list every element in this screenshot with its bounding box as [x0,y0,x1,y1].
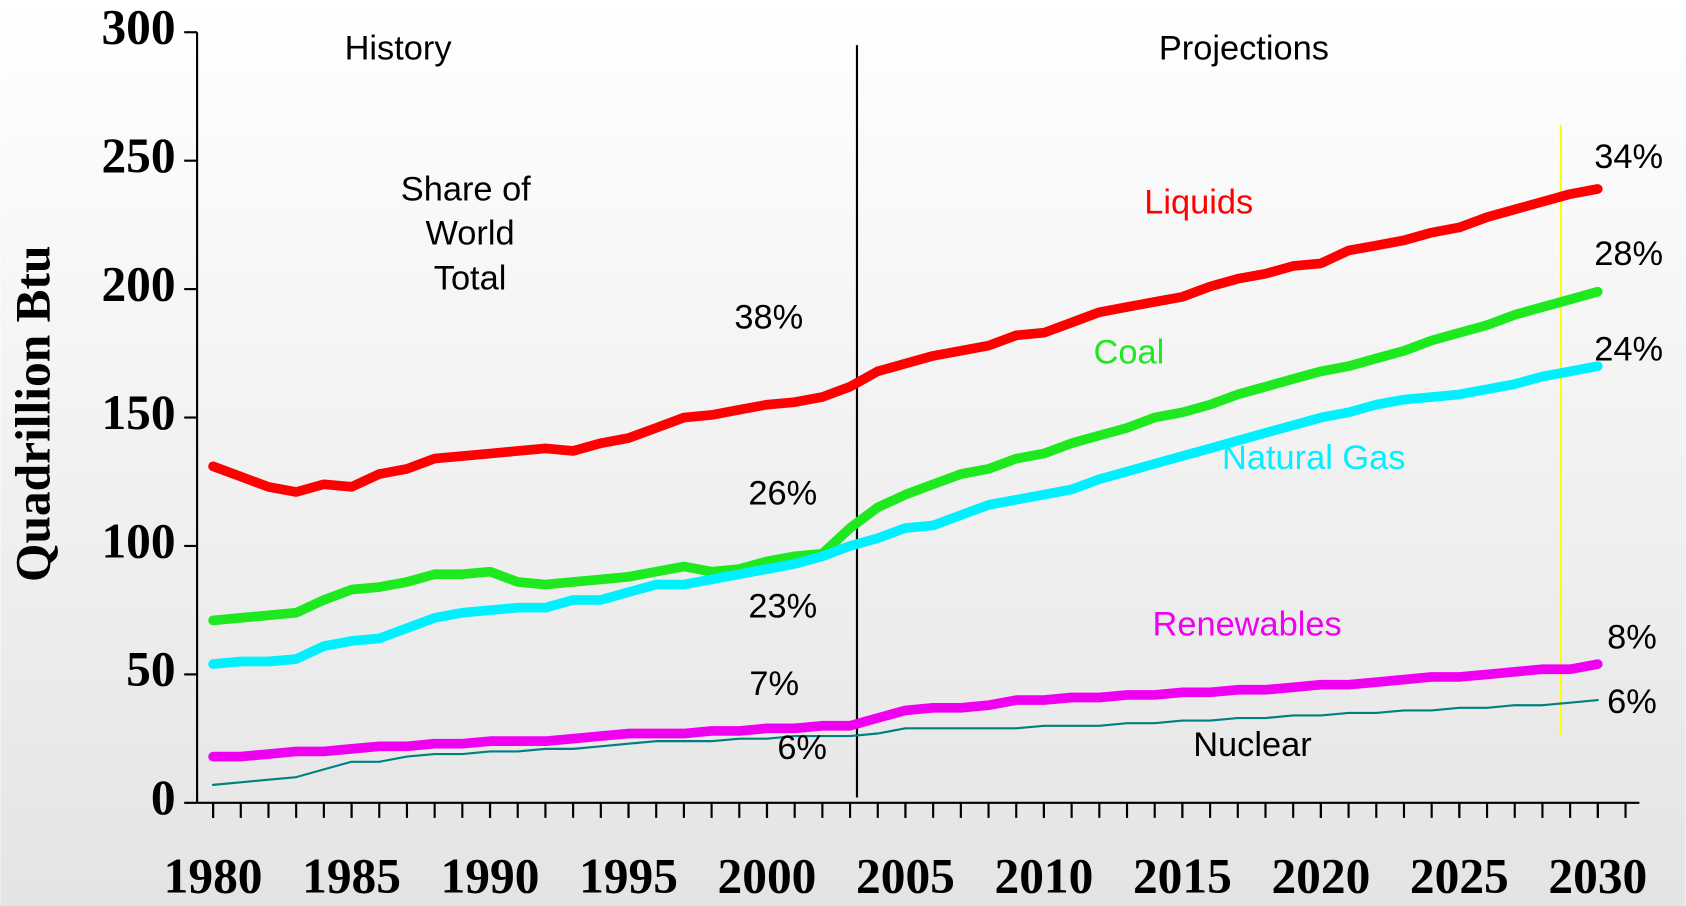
series-line [208,184,1603,497]
annotation: 34% [1594,138,1663,176]
annotation: 23% [748,587,817,625]
annotation: 38% [734,298,803,336]
annotation: Total [434,260,507,298]
series-label: Natural Gas [1222,439,1405,477]
annotation: Projections [1159,30,1329,68]
y-axis-title: Quadrillion Btu [5,246,60,582]
x-tick-label: 1985 [302,849,401,904]
series-label: Liquids [1144,183,1253,221]
annotation: World [425,214,514,252]
x-tick-label: 1995 [579,849,678,904]
x-tick-label: 2025 [1410,849,1509,904]
annotation: 8% [1607,619,1657,657]
annotation: Share of [401,170,531,208]
annotation: 24% [1594,331,1663,369]
annotation: 6% [777,729,827,767]
y-tick-label: 100 [101,513,175,568]
series-line [208,361,1603,669]
y-tick-label: 150 [101,385,175,440]
x-tick-label: 2030 [1548,849,1647,904]
y-tick-label: 0 [151,770,176,825]
y-tick-label: 200 [101,256,175,311]
y-tick-label: 250 [101,128,175,183]
x-tick-label: 2015 [1133,849,1232,904]
x-tick-label: 1990 [441,849,540,904]
annotation: 26% [748,475,817,513]
x-tick-label: 2000 [718,849,817,904]
series-line [208,659,1603,762]
annotation: 28% [1594,235,1663,273]
series-line [208,286,1603,626]
series-label: Coal [1094,334,1165,372]
annotation: History [345,30,453,68]
x-tick-label: 2020 [1271,849,1370,904]
y-tick-label: 50 [126,642,175,697]
annotation: 7% [749,665,799,703]
x-tick-label: 2005 [856,849,955,904]
y-tick-label: 300 [101,0,175,55]
x-tick-label: 1980 [164,849,263,904]
series-label: Renewables [1153,606,1342,644]
series-line [212,699,1599,786]
x-tick-label: 2010 [995,849,1094,904]
series-label: Nuclear [1193,726,1311,764]
annotation: 6% [1607,683,1657,721]
